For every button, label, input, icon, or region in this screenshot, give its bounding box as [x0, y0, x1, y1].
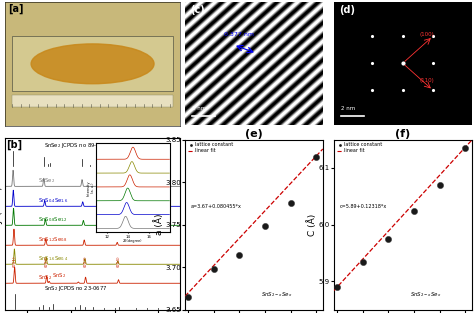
Text: SnSe$_2$ JCPDS no 89-2939: SnSe$_2$ JCPDS no 89-2939: [44, 141, 111, 150]
Y-axis label: C (Å): C (Å): [307, 213, 317, 236]
Legend: lattice constant, linear fit: lattice constant, linear fit: [336, 142, 383, 154]
Y-axis label: a (Å): a (Å): [154, 214, 164, 235]
Text: 1 nm: 1 nm: [192, 106, 206, 111]
Text: SnS$_2$: SnS$_2$: [37, 274, 52, 282]
Text: (002): (002): [45, 255, 49, 267]
Text: SnS$_{0.4}$Se$_{1.6}$: SnS$_{0.4}$Se$_{1.6}$: [37, 197, 68, 205]
Text: (004): (004): [117, 255, 120, 267]
Bar: [12, 36, 173, 91]
Text: SnS$_{2-x}$Se$_x$: SnS$_{2-x}$Se$_x$: [261, 290, 292, 299]
Text: 0.377 nm: 0.377 nm: [224, 32, 254, 37]
Text: (c): (c): [191, 5, 205, 15]
Text: SnS$_2$: SnS$_2$: [52, 272, 66, 280]
Text: (003): (003): [83, 255, 88, 267]
Text: a=3.67+0.080455*x: a=3.67+0.080455*x: [191, 204, 241, 209]
Text: SnS$_{1.6}$Se$_{0.4}$: SnS$_{1.6}$Se$_{0.4}$: [37, 254, 68, 263]
Text: c=5.89+0.12318*x: c=5.89+0.12318*x: [339, 204, 387, 209]
Text: (110): (110): [419, 78, 434, 83]
Bar: [12, 95, 173, 107]
Text: SnS$_{2-x}$Se$_x$: SnS$_{2-x}$Se$_x$: [410, 290, 441, 299]
Text: (d): (d): [339, 5, 356, 15]
Text: [a]: [a]: [8, 4, 24, 14]
Y-axis label: Intensity (a. u.): Intensity (a. u.): [0, 187, 3, 261]
Legend: lattice constant, linear fit: lattice constant, linear fit: [187, 142, 234, 154]
Text: [b]: [b]: [7, 140, 23, 150]
Text: 2 nm: 2 nm: [341, 106, 355, 111]
Text: (001): (001): [13, 255, 17, 267]
Text: SnSe$_2$: SnSe$_2$: [37, 177, 55, 185]
Text: SnS$_2$ JCPDS no 23-0677: SnS$_2$ JCPDS no 23-0677: [44, 284, 108, 293]
Title: (e): (e): [245, 129, 263, 139]
Text: SnS$_{1.2}$Se$_{0.8}$: SnS$_{1.2}$Se$_{0.8}$: [37, 235, 68, 244]
Text: SnS$_{0.8}$Se$_{1.2}$: SnS$_{0.8}$Se$_{1.2}$: [37, 215, 68, 224]
Ellipse shape: [31, 44, 154, 84]
Title: (f): (f): [395, 129, 410, 139]
Text: (100): (100): [419, 32, 434, 37]
